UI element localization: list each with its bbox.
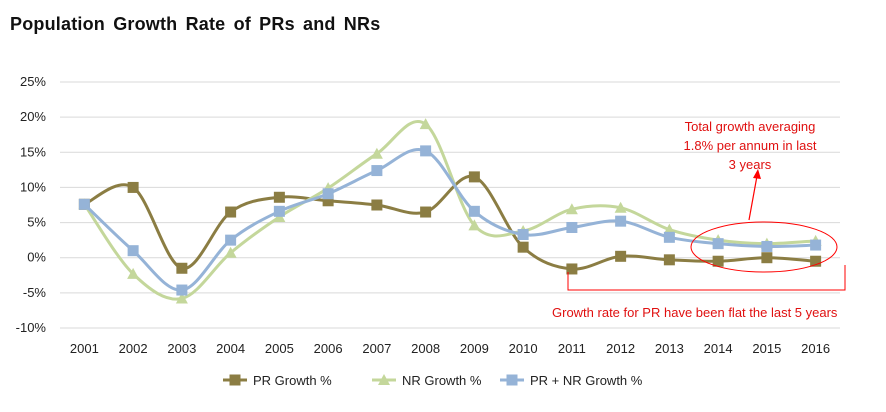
x-tick-label: 2005 xyxy=(265,341,294,356)
data-point xyxy=(224,246,237,258)
legend: PR Growth % NR Growth % PR + NR Growth % xyxy=(223,373,643,388)
series-line xyxy=(83,147,816,292)
y-tick-label: 0% xyxy=(27,250,46,265)
y-tick-label: 25% xyxy=(20,74,46,89)
y-tick-label: -10% xyxy=(16,320,47,335)
annotation-arrowhead xyxy=(753,169,761,179)
x-tick-label: 2014 xyxy=(704,341,733,356)
x-tick-label: 2010 xyxy=(509,341,538,356)
y-tick-label: 10% xyxy=(20,179,46,194)
annotation-flat-growth: Growth rate for PR have been flat the la… xyxy=(552,305,838,320)
data-point xyxy=(614,201,627,213)
data-point xyxy=(371,165,383,177)
x-tick-label: 2016 xyxy=(801,341,830,356)
data-point xyxy=(127,267,140,279)
data-point xyxy=(566,221,578,233)
data-point xyxy=(712,238,724,250)
data-point xyxy=(322,188,334,200)
data-point xyxy=(761,240,773,252)
data-point xyxy=(517,229,529,241)
legend-swatch-marker xyxy=(506,374,518,386)
series-3 xyxy=(78,145,822,296)
data-point xyxy=(615,215,627,227)
legend-item: PR + NR Growth % xyxy=(500,373,643,388)
x-tick-label: 2002 xyxy=(119,341,148,356)
x-tick-label: 2009 xyxy=(460,341,489,356)
data-point xyxy=(419,118,432,130)
annotations-layer: Total growth averaging 1.8% per annum in … xyxy=(552,119,846,320)
data-point xyxy=(468,219,481,231)
series-layer xyxy=(78,118,822,304)
series-line xyxy=(83,174,816,271)
x-tick-label: 2011 xyxy=(558,341,586,356)
data-point xyxy=(78,198,90,210)
y-tick-label: 15% xyxy=(20,144,46,159)
data-point xyxy=(273,205,285,217)
data-point xyxy=(371,199,383,211)
chart-title: Population Growth Rate of PRs and NRs xyxy=(10,14,381,34)
data-point xyxy=(273,191,285,203)
x-tick-label: 2003 xyxy=(167,341,196,356)
series-1 xyxy=(78,171,822,275)
legend-label: PR + NR Growth % xyxy=(530,373,643,388)
legend-swatch-marker xyxy=(229,374,241,386)
data-point xyxy=(615,250,627,262)
data-point xyxy=(176,262,188,274)
y-tick-label: 20% xyxy=(20,109,46,124)
legend-label: NR Growth % xyxy=(402,373,482,388)
x-tick-label: 2001 xyxy=(70,341,99,356)
data-point xyxy=(175,292,188,304)
y-tick-label: -5% xyxy=(23,285,47,300)
y-tick-label: 5% xyxy=(27,215,46,230)
data-point xyxy=(810,255,822,267)
data-point xyxy=(663,231,675,243)
annotation-ellipse xyxy=(690,221,838,273)
data-point xyxy=(127,181,139,193)
data-point xyxy=(420,206,432,218)
data-point xyxy=(370,147,383,159)
data-point xyxy=(712,255,724,267)
legend-item: PR Growth % xyxy=(223,373,332,388)
annotation-arrow xyxy=(748,175,758,221)
x-tick-label: 2006 xyxy=(314,341,343,356)
grid-lines xyxy=(60,81,840,329)
data-point xyxy=(225,206,237,218)
data-point xyxy=(566,263,578,275)
x-tick-label: 2004 xyxy=(216,341,245,356)
data-point xyxy=(810,239,822,251)
data-point xyxy=(565,203,578,215)
data-point xyxy=(517,241,529,253)
annotation-total-growth-line: 1.8% per annum in last xyxy=(684,138,817,153)
data-point xyxy=(761,252,773,264)
x-tick-label: 2015 xyxy=(752,341,781,356)
annotation-total-growth-line: 3 years xyxy=(729,157,772,172)
data-point xyxy=(225,234,237,246)
x-tick-label: 2008 xyxy=(411,341,440,356)
annotation-bracket xyxy=(567,265,846,291)
data-point xyxy=(468,205,480,217)
x-tick-label: 2007 xyxy=(362,341,391,356)
data-point xyxy=(420,145,432,157)
legend-swatch-marker xyxy=(378,374,390,385)
y-axis-ticks: -10% -5% 0% 5% 10% 15% 20% 25% xyxy=(16,74,47,335)
data-point xyxy=(663,254,675,266)
data-point xyxy=(468,171,480,183)
annotation-total-growth-line: Total growth averaging xyxy=(685,119,816,134)
series-line xyxy=(83,120,816,301)
data-point xyxy=(127,245,139,257)
legend-label: PR Growth % xyxy=(253,373,332,388)
x-tick-label: 2013 xyxy=(655,341,684,356)
x-axis-ticks: 2001 2002 2003 2004 2005 2006 2007 2008 2009 2010… xyxy=(70,341,830,356)
data-point xyxy=(322,195,334,207)
data-point xyxy=(176,284,188,296)
legend-item: NR Growth % xyxy=(372,373,482,388)
x-tick-label: 2012 xyxy=(606,341,635,356)
